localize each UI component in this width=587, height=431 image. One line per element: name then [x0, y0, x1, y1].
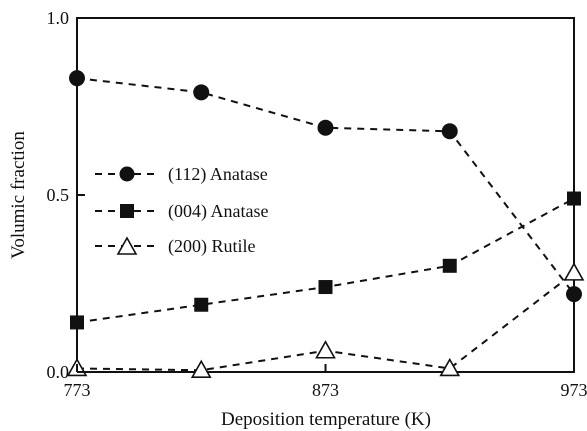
- legend-label-112-anatase: (112) Anatase: [168, 164, 268, 185]
- data-point-200-rutile: [563, 262, 585, 281]
- x-tick-label: 773: [64, 380, 91, 400]
- data-point-112-anatase: [193, 84, 210, 101]
- y-tick-label: 0.0: [47, 362, 70, 382]
- data-point-004-anatase: [567, 191, 581, 206]
- legend: (112) Anatase (004) Anatase (200) Rutile: [95, 164, 268, 257]
- legend-label-004-anatase: (004) Anatase: [168, 201, 268, 222]
- y-tick-label: 0.5: [47, 185, 70, 205]
- legend-item-112-anatase: (112) Anatase: [95, 164, 268, 185]
- series-layer: [66, 70, 585, 379]
- data-point-004-anatase: [194, 297, 209, 312]
- data-point-112-anatase: [317, 119, 334, 136]
- data-point-112-anatase: [441, 123, 458, 140]
- x-tick-label: 973: [561, 380, 587, 400]
- x-axis-title: Deposition temperature (K): [221, 409, 431, 430]
- legend-marker-004-anatase: [120, 204, 134, 218]
- legend-item-004-anatase: (004) Anatase: [95, 201, 268, 222]
- legend-marker-112-anatase: [119, 166, 135, 182]
- data-point-200-rutile: [315, 340, 336, 359]
- data-point-200-rutile: [439, 357, 461, 377]
- legend-label-200-rutile: (200) Rutile: [168, 236, 256, 257]
- legend-item-200-rutile: (200) Rutile: [95, 236, 256, 257]
- data-point-112-anatase: [566, 286, 582, 303]
- legend-marker-200-rutile: [116, 236, 138, 255]
- data-point-004-anatase: [318, 280, 333, 295]
- series-line-004-anatase: [76, 197, 575, 324]
- data-point-004-anatase: [442, 258, 457, 273]
- y-axis-title: Volumic fraction: [8, 131, 29, 259]
- series-line-112-anatase: [76, 77, 575, 295]
- x-tick-label: 873: [312, 380, 339, 400]
- ticks-layer: 773 873 973 0.0 0.5 1.0: [47, 8, 587, 400]
- data-point-200-rutile: [190, 359, 212, 379]
- data-point-112-anatase: [69, 70, 85, 87]
- data-point-004-anatase: [70, 315, 84, 330]
- y-tick-label: 1.0: [47, 8, 70, 28]
